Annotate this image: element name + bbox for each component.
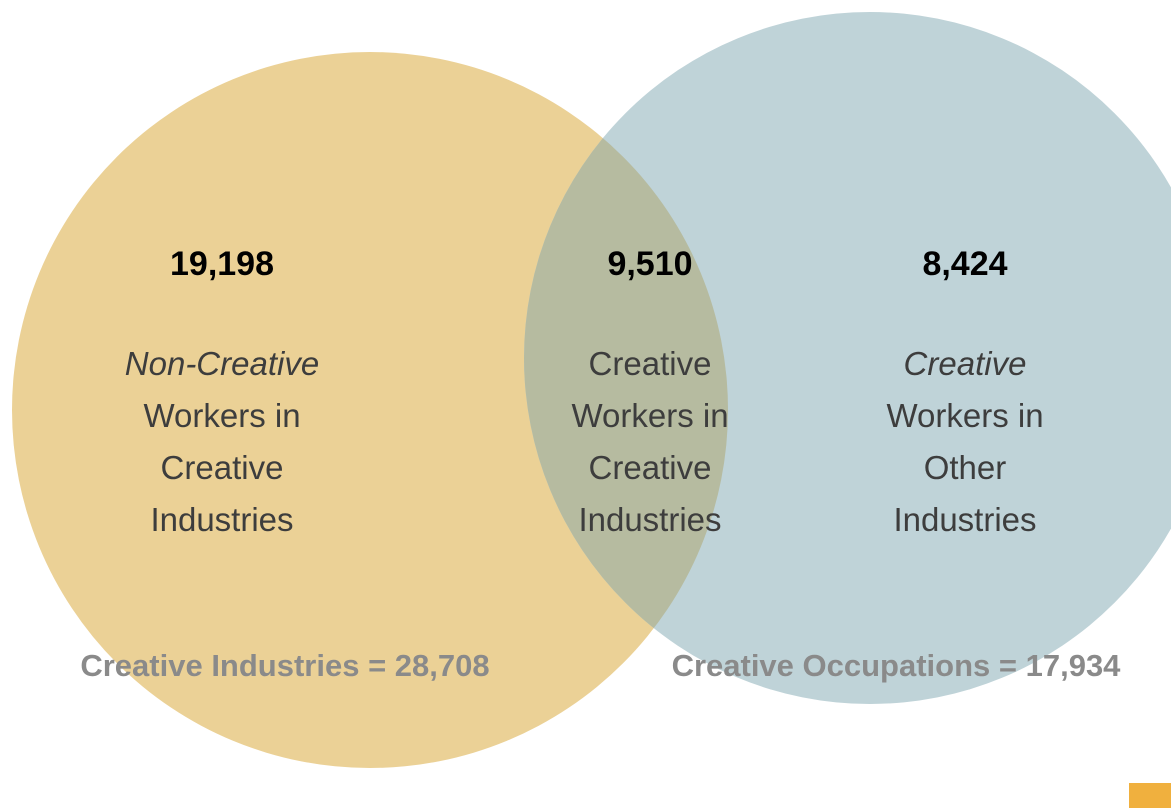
non-creative-label-line3: Creative xyxy=(160,449,284,486)
creative-other-label-line3: Other xyxy=(923,449,1007,486)
non-creative-count: 19,198 xyxy=(170,245,274,283)
non-creative-label-line4: Industries xyxy=(150,501,294,538)
creative-industries-total: Creative Industries = 28,708 xyxy=(80,648,490,683)
corner-accent-shape xyxy=(1129,783,1171,808)
overlap-count: 9,510 xyxy=(607,245,693,283)
overlap-label-line3: Creative xyxy=(588,449,712,486)
creative-other-count: 8,424 xyxy=(922,245,1008,283)
overlap-label-line4: Industries xyxy=(578,501,722,538)
creative-occupations-total: Creative Occupations = 17,934 xyxy=(671,648,1121,683)
overlap-label-line1: Creative xyxy=(588,345,712,382)
creative-other-label-line4: Industries xyxy=(893,501,1037,538)
non-creative-label-line1: Non-Creative xyxy=(124,345,320,382)
creative-other-label-line1: Creative xyxy=(903,345,1027,382)
overlap-label-line2: Workers in xyxy=(571,397,729,434)
creative-other-label: Creative Workers in Other Industries xyxy=(815,338,1115,546)
overlap-label: Creative Workers in Creative Industries xyxy=(500,338,800,546)
non-creative-label-line2: Workers in xyxy=(143,397,301,434)
creative-other-label-line2: Workers in xyxy=(886,397,1044,434)
non-creative-label: Non-Creative Workers in Creative Industr… xyxy=(72,338,372,546)
